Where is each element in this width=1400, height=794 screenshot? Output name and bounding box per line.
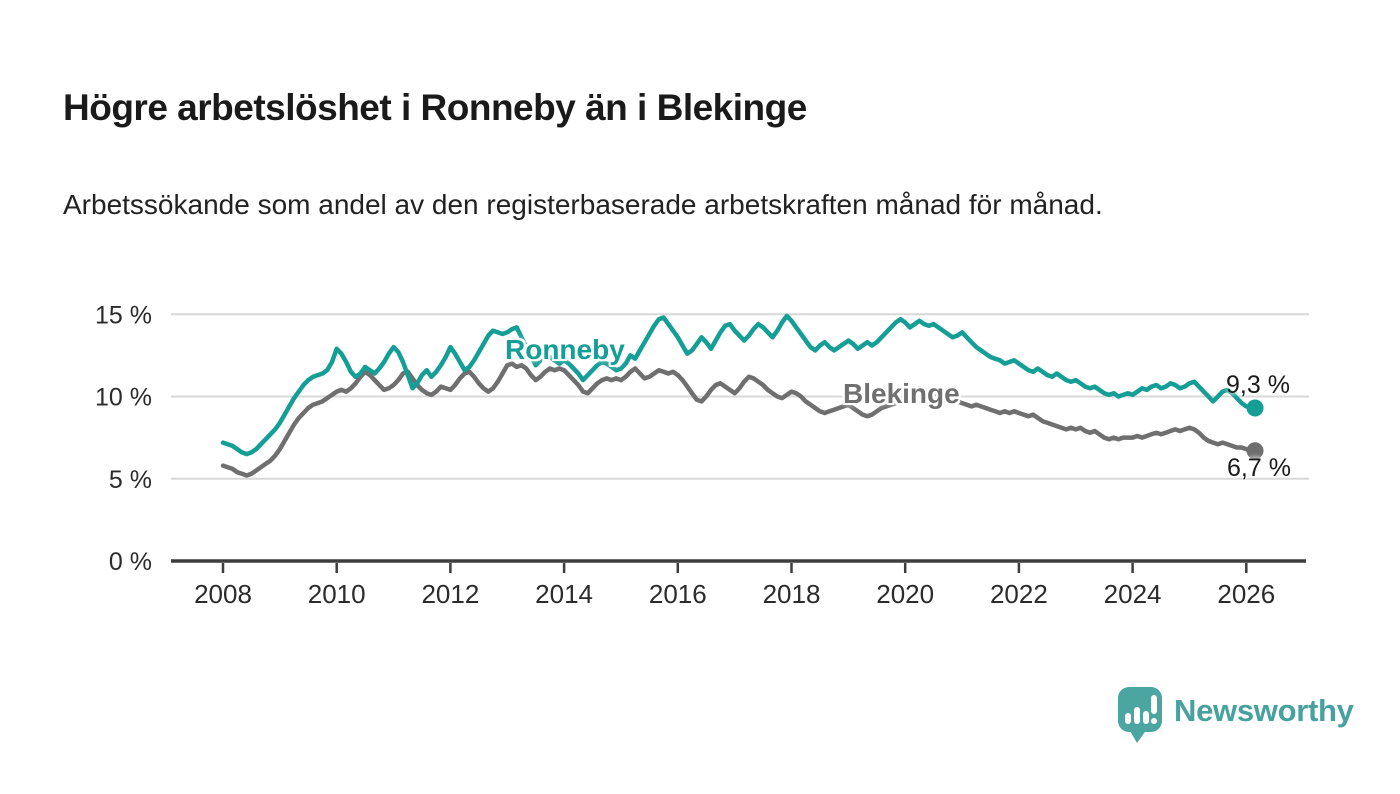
end-value-blekinge: 6,7 % [1227,454,1291,482]
brand-name: Newsworthy [1174,693,1354,728]
x-tick-label: 2008 [194,579,252,609]
end-dot-ronneby [1246,399,1264,417]
x-tick-label: 2016 [649,579,707,609]
end-dot-blekinge [1246,442,1264,460]
page-title: Högre arbetslöshet i Ronneby än i Blekin… [63,86,807,128]
x-tick-label: 2020 [876,579,934,609]
x-tick-label: 2014 [535,579,593,609]
x-tick-label: 2024 [1104,579,1162,609]
series-label-ronneby: Ronneby [505,334,625,365]
x-tick-label: 2022 [990,579,1048,609]
x-tick-label: 2010 [308,579,366,609]
line-ronneby [220,313,1254,457]
x-tick-label: 2026 [1217,579,1275,609]
y-tick-label: 0 % [109,548,152,576]
series-label-blekinge: Blekinge [843,378,960,409]
newsworthy-logo-icon [1118,687,1162,743]
x-tick-label: 2012 [421,579,479,609]
end-value-ronneby: 9,3 % [1226,371,1290,399]
y-tick-label: 10 % [95,384,152,412]
chart-subtitle: Arbetssökande som andel av den registerb… [63,189,1103,220]
y-tick-label: 5 % [109,466,152,494]
brand-footer: Newsworthy [1116,686,1354,744]
line-blekinge [220,361,1254,478]
x-tick-label: 2018 [763,579,821,609]
y-tick-label: 15 % [95,301,152,329]
